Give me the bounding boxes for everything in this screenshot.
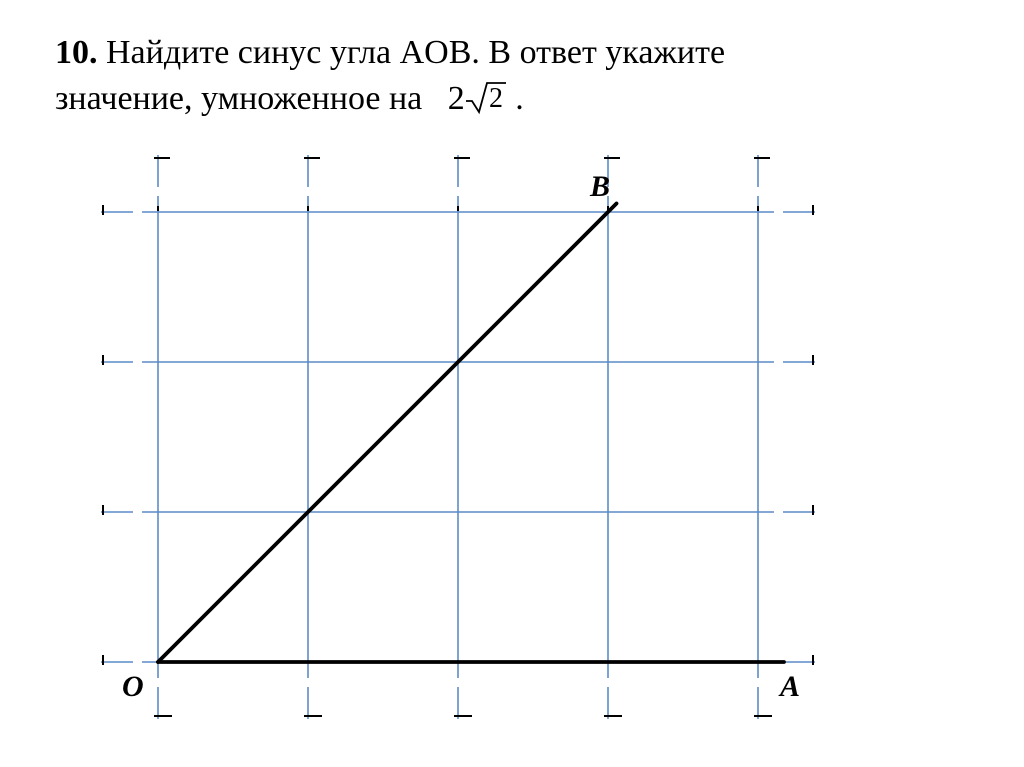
point-label-A: A (778, 670, 800, 703)
problem-text: 10. Найдите синус угла AOB. В ответ укаж… (55, 30, 969, 122)
problem-line1: Найдите синус угла AOB. В ответ укажите (106, 34, 725, 71)
geometry-figure: O A B (83, 152, 969, 727)
formula-coef: 2 (448, 80, 465, 117)
figure-svg: O A B (83, 152, 843, 722)
sqrt-symbol: 2 (465, 76, 507, 122)
problem-line2: значение, умноженное на (55, 80, 422, 117)
point-label-O: O (122, 670, 144, 703)
formula-tail: . (515, 80, 524, 117)
svg-text:2: 2 (489, 83, 503, 114)
point-label-B: B (589, 170, 610, 203)
problem-number: 10. (55, 34, 98, 71)
formula: 2 2 . (448, 80, 524, 117)
